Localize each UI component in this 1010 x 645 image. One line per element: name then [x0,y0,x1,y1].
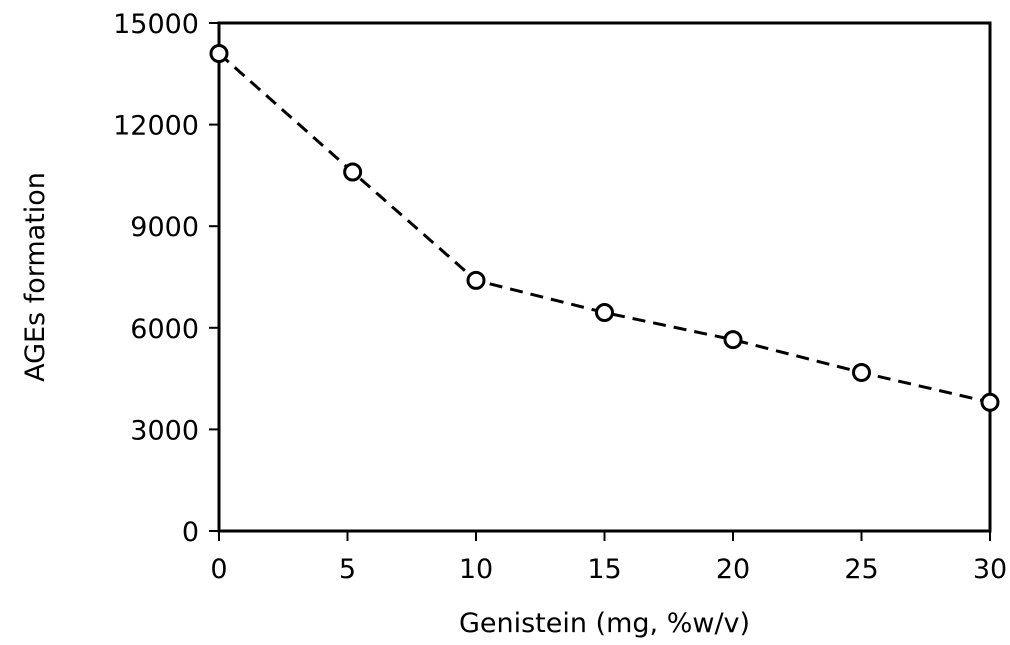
data-point [343,162,363,182]
y-tick-label: 6000 [130,314,199,345]
series-line [218,52,991,404]
x-tick-label: 15 [587,554,621,585]
y-tick-label: 15000 [113,9,199,40]
x-tick-label: 30 [973,554,1007,585]
series-layer [209,43,1000,412]
data-point [466,270,486,290]
x-tick-label: 10 [459,554,493,585]
x-axis-label: Genistein (mg, %w/v) [459,608,750,639]
data-point [595,303,614,323]
data-point [852,363,871,383]
y-tick-label: 3000 [130,415,199,446]
x-tick-label: 0 [210,554,227,585]
x-tick-label: 25 [844,554,878,585]
y-tick-label: 12000 [113,111,199,142]
x-tick-label: 5 [339,554,356,585]
data-point [723,330,743,350]
y-axis-label: AGEs formation [20,172,51,382]
y-tick-label: 0 [182,517,199,548]
x-axis-ticks: 0 5 10 15 20 25 30 [210,531,1007,585]
x-tick-label: 20 [716,554,750,585]
data-point [209,43,229,63]
y-tick-label: 9000 [130,212,199,243]
plot-frame [217,21,992,533]
data-point [980,392,1000,412]
y-axis-ticks: 0 3000 6000 9000 12000 15000 [113,9,219,548]
